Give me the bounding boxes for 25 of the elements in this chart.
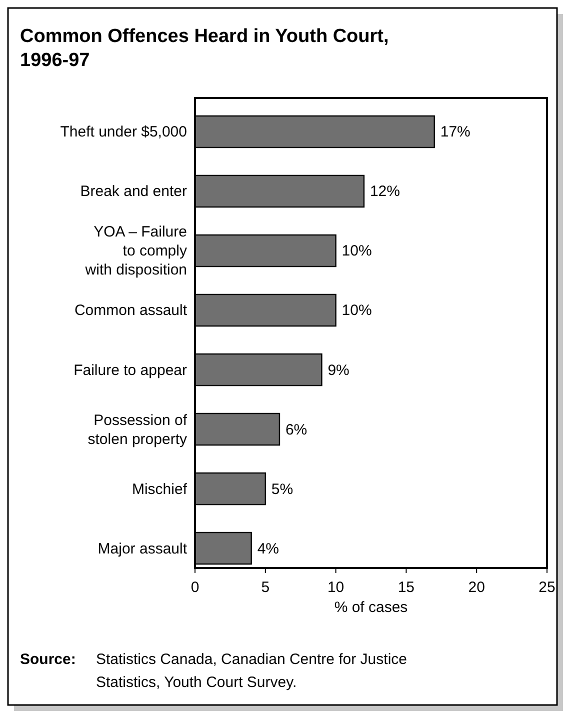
- x-tick-label: 15: [398, 579, 415, 596]
- data-label: 12%: [370, 183, 400, 200]
- y-tick-label: Common assault: [74, 302, 188, 320]
- x-tick-label: 0: [190, 579, 200, 596]
- data-label: 17%: [440, 124, 470, 141]
- data-label: 9%: [328, 362, 350, 379]
- text: Source: Statistics Canada, Canadian Centre for Justice Statistics, Youth Court Survey.: [20, 651, 407, 691]
- x-tick-label: 20: [468, 579, 485, 596]
- x-tick-label: 25: [538, 579, 556, 596]
- y-tick-label: Major assault: [98, 540, 188, 558]
- chart-title: Common Offences Heard in Youth Court, 1996-97: [20, 26, 389, 71]
- y-tick-label: Break and enter: [80, 183, 187, 200]
- x-tick-label: 5: [261, 579, 270, 596]
- y-tick-label: Theft under $5,000: [60, 124, 187, 141]
- y-tick-label: Possession of stolen property: [88, 412, 188, 448]
- y-tick-label: Mischief: [132, 480, 188, 498]
- y-tick-label: Failure to appear: [74, 362, 187, 379]
- data-label: 4%: [257, 540, 280, 558]
- data-label: 10%: [342, 242, 372, 260]
- x-axis-title: % of cases: [334, 599, 408, 616]
- data-label: 6%: [285, 421, 308, 438]
- data-label: 10%: [342, 302, 372, 320]
- y-tick-label: YOA – Failure to comply with disposition: [84, 224, 188, 279]
- x-tick-label: 10: [327, 579, 344, 596]
- data-label: 5%: [271, 480, 294, 498]
